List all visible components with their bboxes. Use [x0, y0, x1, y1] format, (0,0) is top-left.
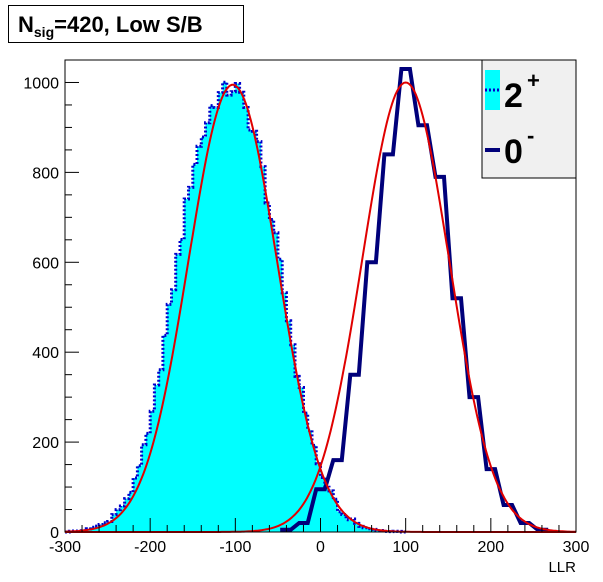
series-2plus-fill [65, 82, 406, 532]
legend-label-2plus: 2 [504, 77, 523, 115]
series-2plus-outline [65, 80, 406, 534]
legend: 2 + 0 - [481, 59, 577, 179]
x-tick-label: 200 [477, 539, 504, 556]
y-tick-label: 200 [32, 435, 59, 452]
x-tick-label: 100 [392, 539, 419, 556]
chart-title-box: Nsig=420, Low S/B [8, 5, 244, 43]
series-2plus-histogram [65, 80, 406, 534]
chart-title: Nsig=420, Low S/B [18, 12, 203, 40]
axes: -300 -200 -100 0 100 200 300 0 200 400 600 800 1000 [23, 59, 590, 556]
x-axis-title: LLR [548, 559, 576, 576]
legend-label-0minus: 0 [504, 133, 523, 171]
legend-swatch-2plus [485, 70, 500, 110]
x-tick-label: 300 [563, 539, 590, 556]
title-subscript: sig [33, 24, 55, 40]
y-tick-label: 400 [32, 345, 59, 362]
x-tick-label: 0 [316, 539, 325, 556]
x-tick-label: -200 [134, 539, 166, 556]
legend-sup-0minus: - [527, 123, 534, 148]
title-main: N [18, 12, 34, 37]
y-tick-label: 600 [32, 255, 59, 272]
legend-sup-2plus: + [527, 68, 540, 93]
title-rest: =420, Low S/B [54, 12, 203, 37]
y-tick-label: 0 [50, 525, 59, 542]
y-tick-label: 1000 [23, 75, 59, 92]
y-tick-label: 800 [32, 165, 59, 182]
x-tick-label: -300 [49, 539, 81, 556]
x-tick-label: -100 [219, 539, 251, 556]
